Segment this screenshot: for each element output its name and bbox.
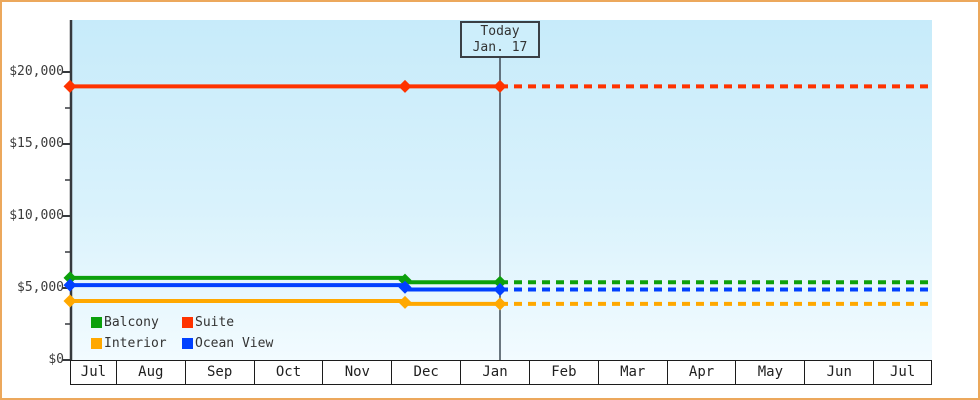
y-axis-tick-label: $5,000 xyxy=(17,280,64,295)
x-axis-month-cell: Sep xyxy=(186,361,255,384)
series-marker-ocean-view xyxy=(398,280,412,294)
x-axis-month-cell: Jan xyxy=(461,361,530,384)
legend-swatch-icon xyxy=(91,337,102,349)
y-axis-tick-label: $10,000 xyxy=(9,208,64,223)
legend-item-interior: Interior xyxy=(91,333,182,353)
legend-label: Ocean View xyxy=(195,335,274,351)
series-marker-interior xyxy=(493,297,507,311)
x-axis-month-cell: Jul xyxy=(889,364,916,380)
today-label: Today xyxy=(480,24,520,39)
y-axis-tick-label: $20,000 xyxy=(9,64,64,79)
x-axis-month-cell: May xyxy=(736,361,806,384)
legend-label: Suite xyxy=(195,314,235,330)
today-annotation: Today Jan. 17 xyxy=(460,21,540,58)
series-marker-ocean-view xyxy=(63,278,77,292)
series-marker-ocean-view xyxy=(493,282,507,296)
legend-label: Balcony xyxy=(104,314,159,330)
legend-item-balcony: Balcony xyxy=(91,312,182,332)
series-line-solid-balcony xyxy=(70,275,500,285)
legend-item-ocean-view: Ocean View xyxy=(182,333,273,353)
legend-item-suite: Suite xyxy=(182,312,273,332)
series-line-solid-interior xyxy=(70,298,500,306)
series-marker-balcony xyxy=(63,271,77,285)
legend-swatch-icon xyxy=(182,337,193,349)
y-axis-tick-label: $0 xyxy=(48,352,64,367)
x-axis-month-cell: Aug xyxy=(117,361,186,384)
series-marker-interior xyxy=(398,295,412,309)
x-axis-month-cell: Jul xyxy=(71,361,117,384)
series-marker-suite xyxy=(398,79,412,93)
x-axis-month-cell: Dec xyxy=(392,361,462,384)
legend-swatch-icon xyxy=(91,316,102,328)
x-axis-month-cell: Feb xyxy=(530,361,599,384)
x-axis-month-cell: Mar xyxy=(599,361,668,384)
series-marker-interior xyxy=(63,294,77,308)
series-marker-suite xyxy=(493,79,507,93)
y-axis-labels: $0 $5,000 $10,000 $15,000 $20,000 xyxy=(0,0,64,400)
today-date: Jan. 17 xyxy=(472,40,528,55)
x-axis-month-cell: Apr xyxy=(668,361,737,384)
series-line-solid-ocean-view xyxy=(70,283,500,292)
x-axis-month-cell: Nov xyxy=(323,361,393,384)
legend-label: Interior xyxy=(104,335,167,351)
x-axis-month-cell: Oct xyxy=(255,361,324,384)
series-marker-balcony xyxy=(493,275,507,289)
legend: Balcony Suite Interior Ocean View xyxy=(91,312,273,353)
x-axis-month-band: Jul Aug Sep Oct Nov Dec Jan Feb Mar Apr May Jun Jul xyxy=(70,360,932,385)
legend-swatch-icon xyxy=(182,316,193,328)
y-axis-tick-label: $15,000 xyxy=(9,136,64,151)
series-marker-suite xyxy=(63,79,77,93)
x-axis-month-cell: Jun xyxy=(805,361,875,384)
